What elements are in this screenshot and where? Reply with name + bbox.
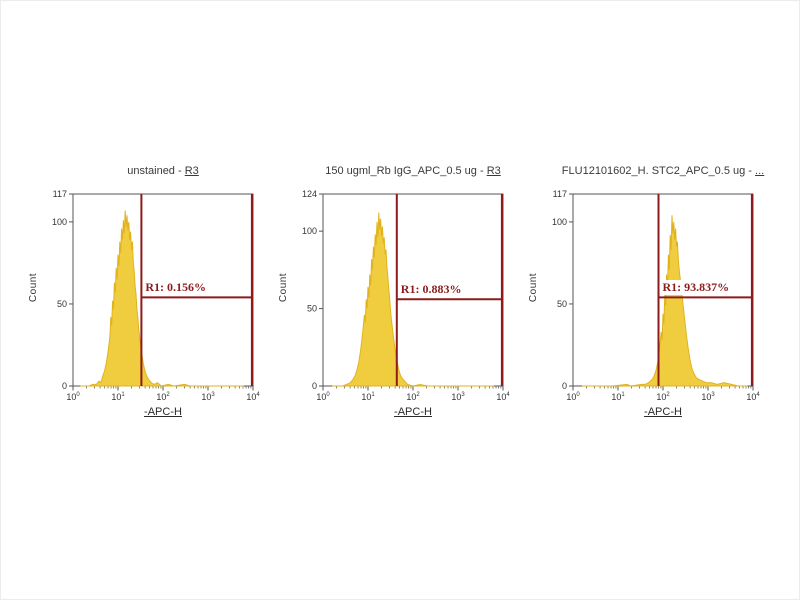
histogram-plot: 100 101 102 103 104 0 50 100 124 — [302, 189, 510, 402]
gate-label[interactable]: R1: 93.837% — [660, 280, 732, 296]
panel-title-gate-link[interactable]: ... — [755, 165, 765, 177]
x-tick-label: 104 — [246, 392, 260, 402]
x-tick-label: 101 — [611, 392, 625, 402]
x-tick-label: 102 — [156, 392, 170, 402]
panel-title-text: 150 ugml_Rb IgG_APC_0.5 ug - — [325, 165, 487, 177]
y-tick-label: 50 — [57, 299, 67, 309]
x-axis-label[interactable]: -APC-H — [144, 406, 182, 418]
x-tick-label: 104 — [746, 392, 760, 402]
x-tick-label: 100 — [66, 392, 80, 402]
charts-row: unstained - R3 Count 100 101 102 103 104 0 50 1… — [27, 164, 777, 418]
histogram-panel-unstained: unstained - R3 Count 100 101 102 103 104 0 50 1… — [27, 164, 277, 418]
x-minor-ticks — [586, 386, 752, 389]
histogram-curve — [80, 210, 244, 387]
plot-area: Count 100 101 102 103 104 0 50 100 117 R1: 0.156… — [27, 188, 277, 404]
y-tick-label: 100 — [302, 226, 317, 236]
panel-title: 150 ugml_Rb IgG_APC_0.5 ug - R3 — [277, 164, 527, 178]
y-tick-label: 124 — [302, 189, 317, 199]
panel-title-text: unstained - — [127, 165, 185, 177]
y-tick-label: 0 — [62, 381, 67, 391]
y-tick-label: 100 — [552, 217, 567, 227]
x-tick-label: 100 — [316, 392, 330, 402]
y-tick-label: 50 — [557, 299, 567, 309]
panel-title: FLU12101602_H. STC2_APC_0.5 ug - ... — [527, 164, 777, 178]
y-tick-label: 0 — [312, 381, 317, 391]
panel-title-text: FLU12101602_H. STC2_APC_0.5 ug - — [561, 165, 756, 177]
histogram-panel-igg-control: 150 ugml_Rb IgG_APC_0.5 ug - R3 Count 10… — [277, 164, 527, 418]
plot-area: Count 100 101 102 103 104 0 50 100 124 R1: 0.883… — [277, 188, 527, 404]
histogram-plot: 100 101 102 103 104 0 50 100 117 — [52, 189, 260, 402]
gate-label[interactable]: R1: 0.883% — [398, 282, 464, 298]
histogram-panel-stc2: FLU12101602_H. STC2_APC_0.5 ug - ... Cou… — [527, 164, 777, 418]
x-tick-label: 103 — [701, 392, 715, 402]
y-tick-label: 0 — [562, 381, 567, 391]
x-tick-label: 103 — [201, 392, 215, 402]
histogram-plot: 100 101 102 103 104 0 50 100 117 — [552, 189, 760, 402]
x-axis-label[interactable]: -APC-H — [394, 406, 432, 418]
y-tick-label: 50 — [307, 304, 317, 314]
x-tick-label: 104 — [496, 392, 510, 402]
x-axis-label[interactable]: -APC-H — [644, 406, 682, 418]
panel-title: unstained - R3 — [27, 164, 277, 178]
panel-title-gate-link[interactable]: R3 — [184, 165, 199, 177]
y-tick-label: 100 — [52, 217, 67, 227]
y-tick-label: 117 — [553, 189, 567, 199]
x-tick-label: 100 — [566, 392, 580, 402]
plot-area: Count 100 101 102 103 104 0 50 100 117 R1: 93.83… — [527, 188, 777, 404]
x-tick-label: 102 — [656, 392, 670, 402]
histogram-curve — [582, 215, 748, 387]
x-tick-label: 101 — [361, 392, 375, 402]
x-tick-label: 101 — [111, 392, 125, 402]
panel-title-gate-link[interactable]: R3 — [486, 165, 501, 177]
x-tick-label: 102 — [406, 392, 420, 402]
y-tick-label: 117 — [53, 189, 67, 199]
gate-label[interactable]: R1: 0.156% — [143, 280, 209, 296]
histogram-curve — [332, 212, 494, 387]
x-tick-label: 103 — [451, 392, 465, 402]
